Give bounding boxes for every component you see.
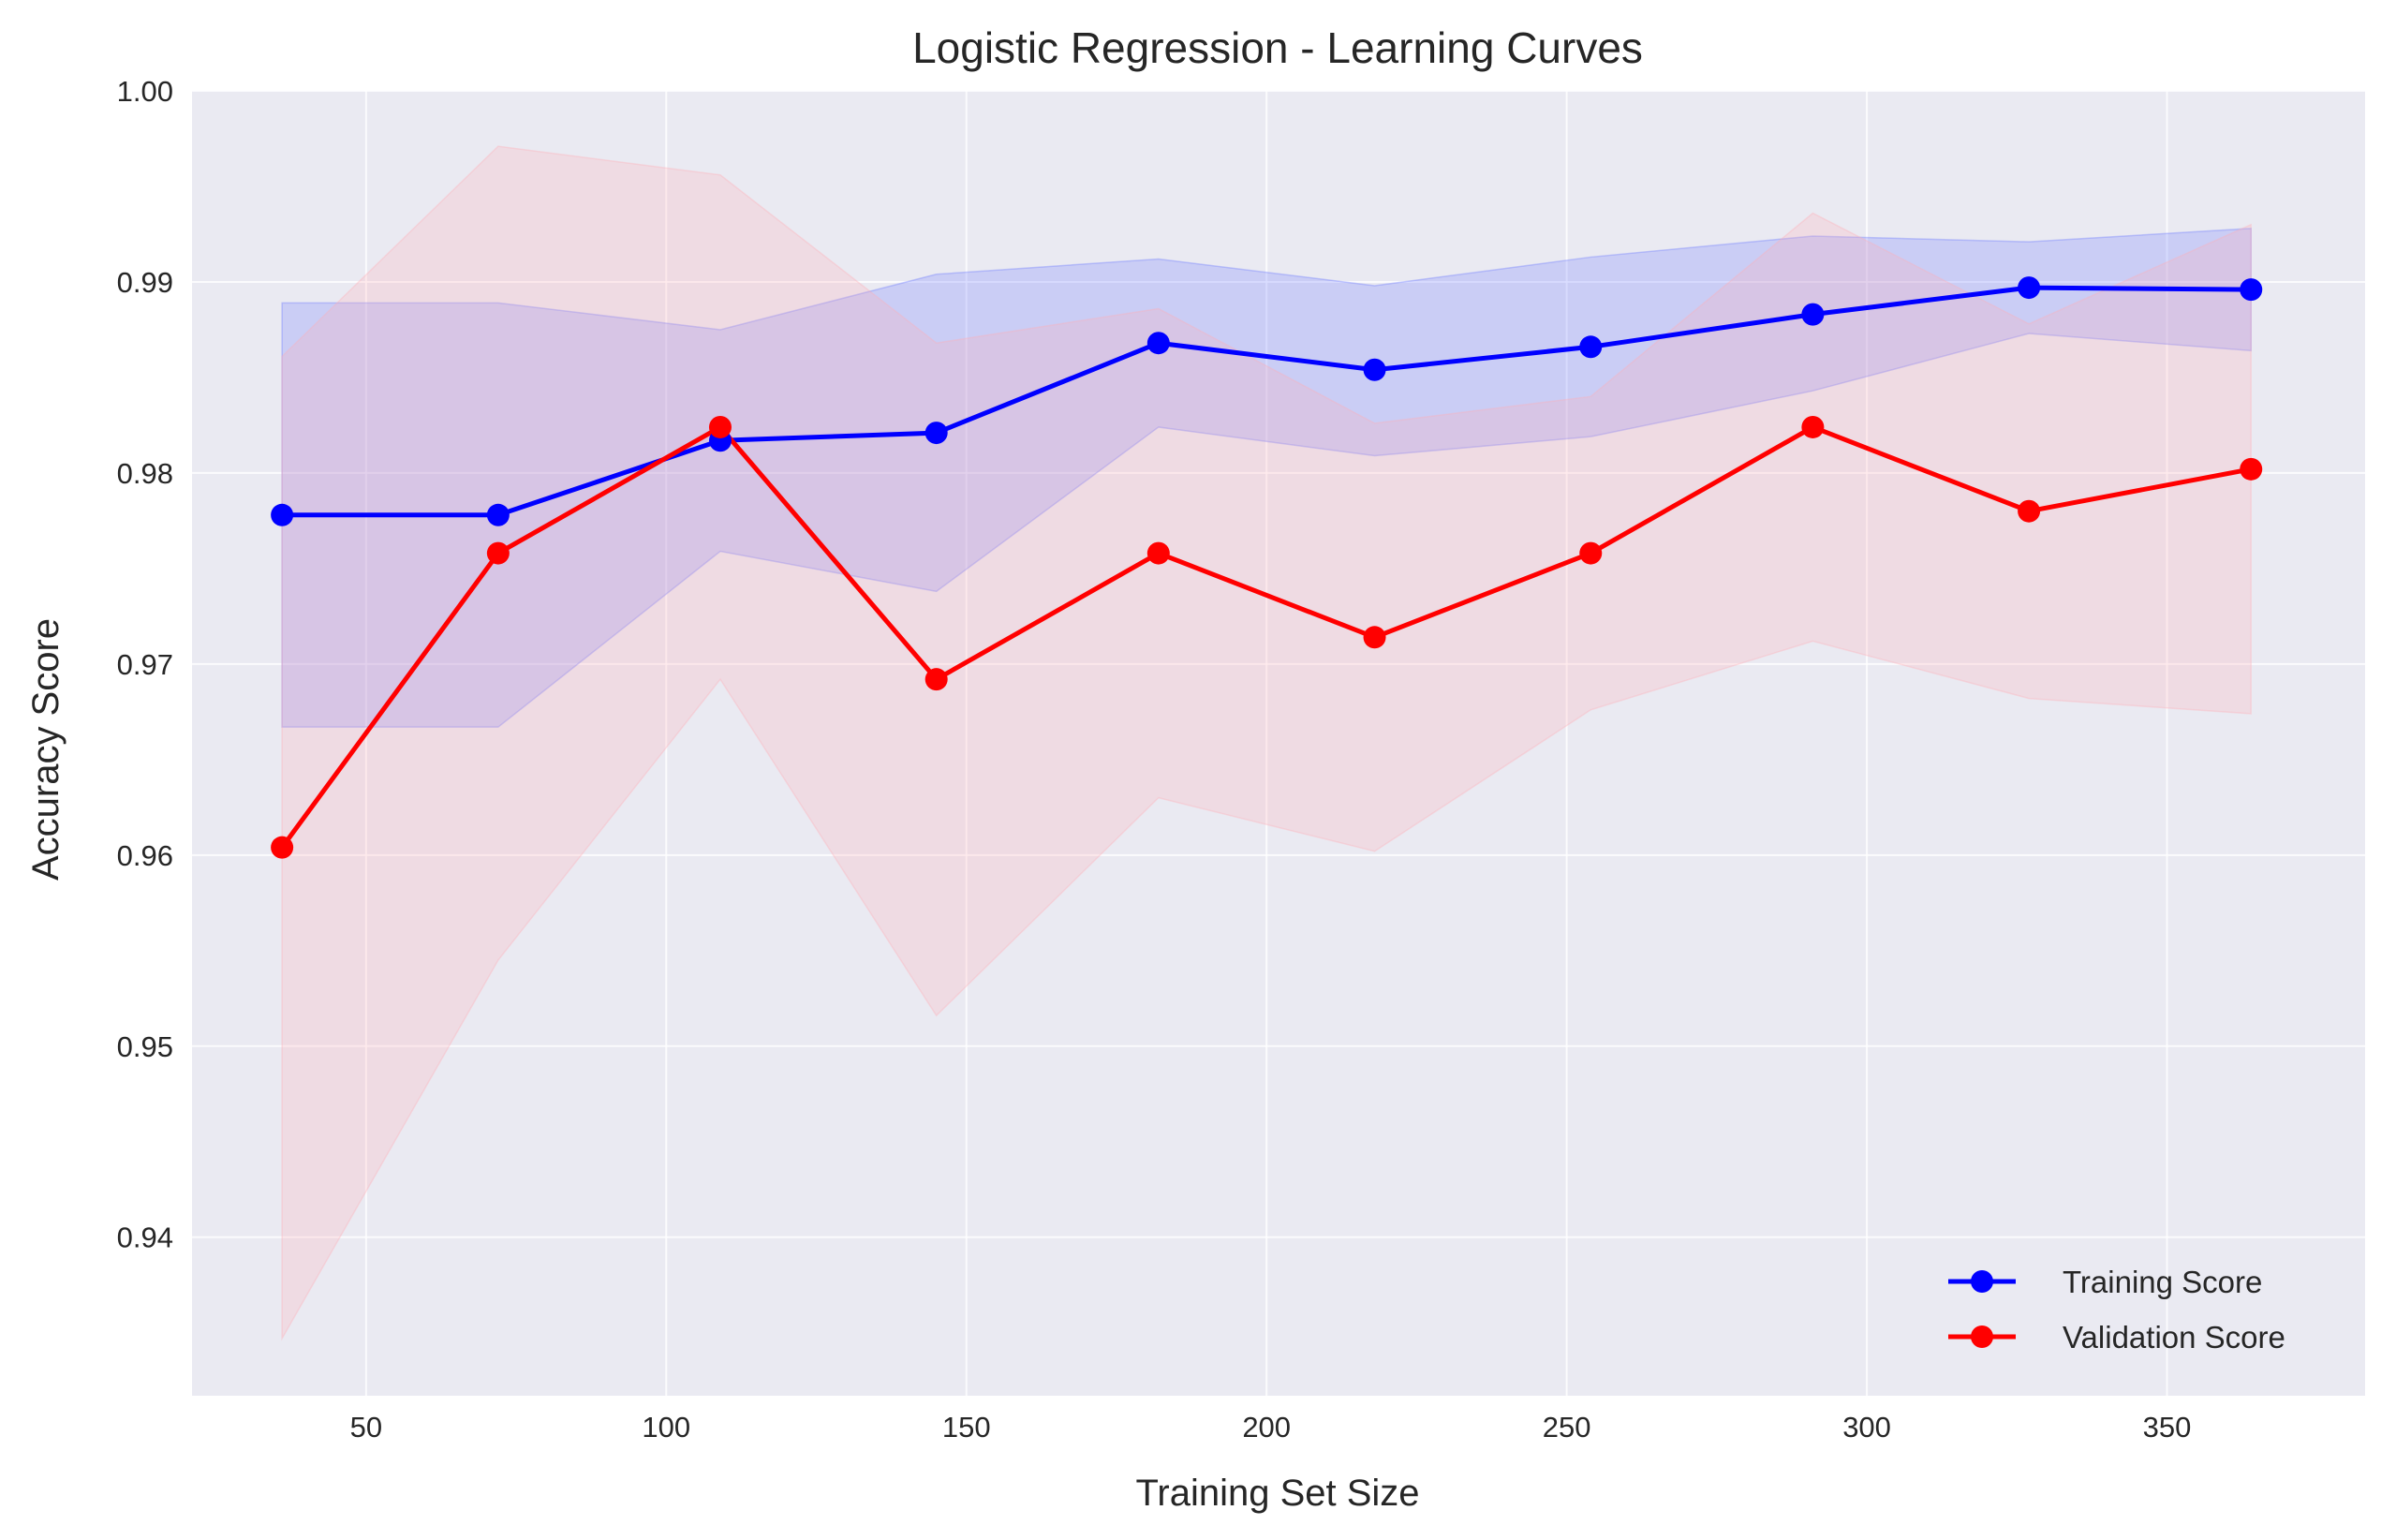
series-markers <box>271 276 2263 859</box>
y-tick-label: 0.99 <box>117 266 173 299</box>
validation-score-point <box>924 668 948 691</box>
validation-score-legend-label: Validation Score <box>2063 1320 2285 1355</box>
legend: Training Score Validation Score <box>1948 1265 2285 1355</box>
y-tick-label: 0.98 <box>117 457 173 490</box>
x-tick-label: 250 <box>1543 1411 1591 1444</box>
x-tick-label: 100 <box>642 1411 690 1444</box>
validation-score-line <box>280 424 2252 850</box>
validation-score-point <box>1363 626 1386 649</box>
y-tick-label: 0.96 <box>117 839 173 872</box>
y-tick-label: 0.97 <box>117 648 173 681</box>
x-axis-label: Training Set Size <box>1135 1473 1419 1514</box>
x-tick-label: 50 <box>350 1411 382 1444</box>
training-score-point <box>271 503 294 526</box>
training-score-point <box>2240 278 2263 302</box>
training-score-point <box>1801 303 1825 326</box>
training-score-line <box>282 285 2252 518</box>
training-score-point <box>486 503 510 526</box>
x-tick-label: 300 <box>1842 1411 1891 1444</box>
validation-score-point <box>2240 457 2263 481</box>
x-tick-label: 200 <box>1242 1411 1291 1444</box>
x-tick-label: 350 <box>2143 1411 2192 1444</box>
y-tick-label: 1.00 <box>117 75 173 108</box>
validation-score-point <box>1801 415 1825 438</box>
series-lines <box>280 285 2252 850</box>
training-score-point <box>924 422 948 445</box>
y-axis-ticks: 0.94 0.95 0.96 0.97 0.98 0.99 1.00 <box>117 75 173 1254</box>
x-tick-label: 150 <box>942 1411 991 1444</box>
grid-lines <box>192 90 2365 1396</box>
confidence-bands <box>281 145 2252 1341</box>
validation-score-point <box>1579 541 1603 565</box>
y-axis-label: Accuracy Score <box>25 618 67 881</box>
training-score-legend-marker <box>1971 1270 1993 1293</box>
validation-score-point <box>2018 499 2041 523</box>
training-score-legend-label: Training Score <box>2063 1265 2262 1299</box>
validation-score-point <box>271 836 294 859</box>
x-axis-ticks: 50 100 150 200 250 300 350 <box>350 1411 2192 1444</box>
y-tick-label: 0.95 <box>117 1030 173 1063</box>
plot-background <box>192 91 2365 1396</box>
validation-score-band <box>281 145 2252 1341</box>
validation-score-point <box>486 541 510 565</box>
training-score-band <box>281 228 2252 728</box>
y-tick-label: 0.94 <box>117 1222 173 1254</box>
chart-title: Logistic Regression - Learning Curves <box>912 23 1643 72</box>
validation-score-point <box>1146 541 1170 565</box>
training-score-point <box>1579 335 1603 359</box>
validation-score-point <box>708 415 732 438</box>
training-score-point <box>2018 276 2041 300</box>
validation-score-legend-marker <box>1971 1325 1993 1348</box>
training-score-point <box>1363 358 1386 381</box>
training-score-point <box>1146 332 1170 355</box>
